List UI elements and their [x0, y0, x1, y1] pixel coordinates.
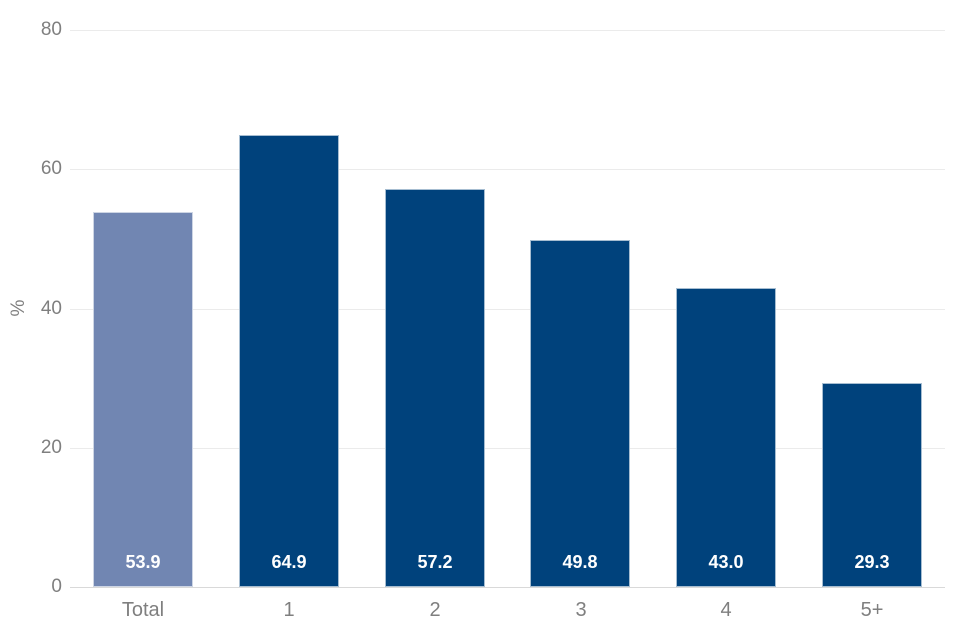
bar-value-label: 64.9 — [271, 552, 307, 572]
x-tick-label: 3 — [575, 599, 587, 621]
bar-total — [93, 212, 193, 587]
gridline — [70, 169, 945, 170]
gridline — [70, 30, 945, 31]
bar-1 — [239, 135, 339, 587]
bar-value-label: 49.8 — [562, 552, 598, 572]
x-tick-label: 2 — [429, 599, 441, 621]
x-tick-label: 4 — [720, 599, 732, 621]
x-tick-label: Total — [121, 599, 165, 621]
y-tick-label: 60 — [40, 158, 62, 179]
gridline — [70, 448, 945, 449]
bar-5plus — [822, 383, 922, 587]
gridline — [70, 309, 945, 310]
bar-value-label: 53.9 — [125, 552, 161, 572]
bar-2 — [385, 189, 485, 587]
x-tick-label: 5+ — [860, 599, 884, 621]
y-tick-label: 0 — [51, 576, 62, 597]
bar-value-label: 29.3 — [854, 552, 890, 572]
bar-3 — [530, 240, 630, 587]
bar-4 — [676, 288, 776, 587]
y-tick-label: 40 — [40, 298, 62, 319]
y-tick-label: 20 — [40, 437, 62, 458]
x-tick-label: 1 — [283, 599, 295, 621]
x-axis-baseline — [70, 587, 945, 588]
bar-value-label: 57.2 — [417, 552, 453, 572]
y-tick-label: 80 — [40, 19, 62, 40]
bar-value-label: 43.0 — [708, 552, 744, 572]
